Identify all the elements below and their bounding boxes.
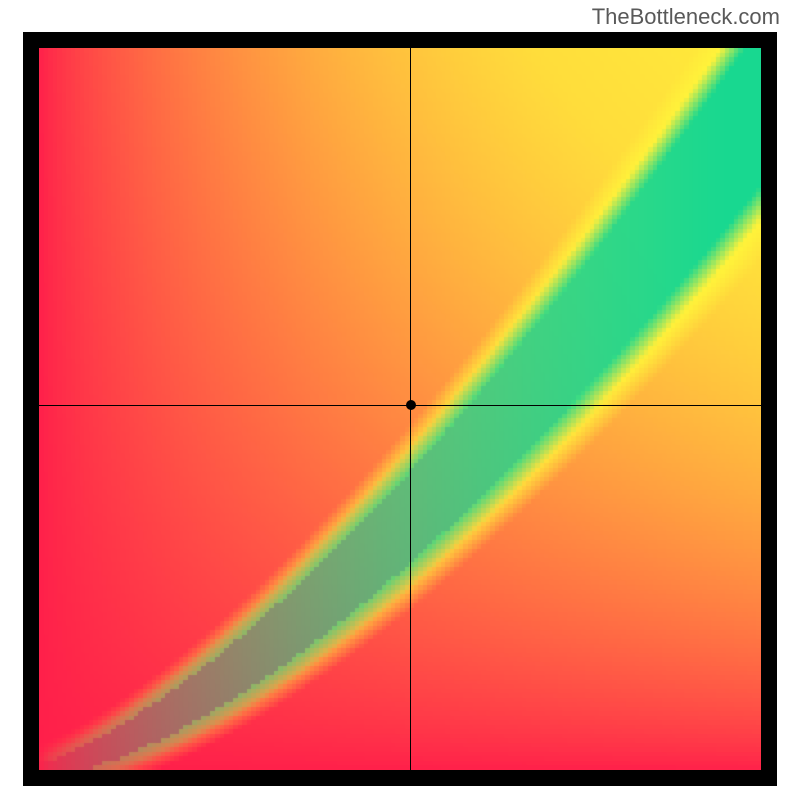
watermark-text: TheBottleneck.com: [592, 4, 780, 30]
chart-frame: [23, 32, 777, 786]
crosshair-horizontal: [39, 405, 761, 406]
chart-container: TheBottleneck.com: [0, 0, 800, 800]
crosshair-marker: [406, 400, 416, 410]
